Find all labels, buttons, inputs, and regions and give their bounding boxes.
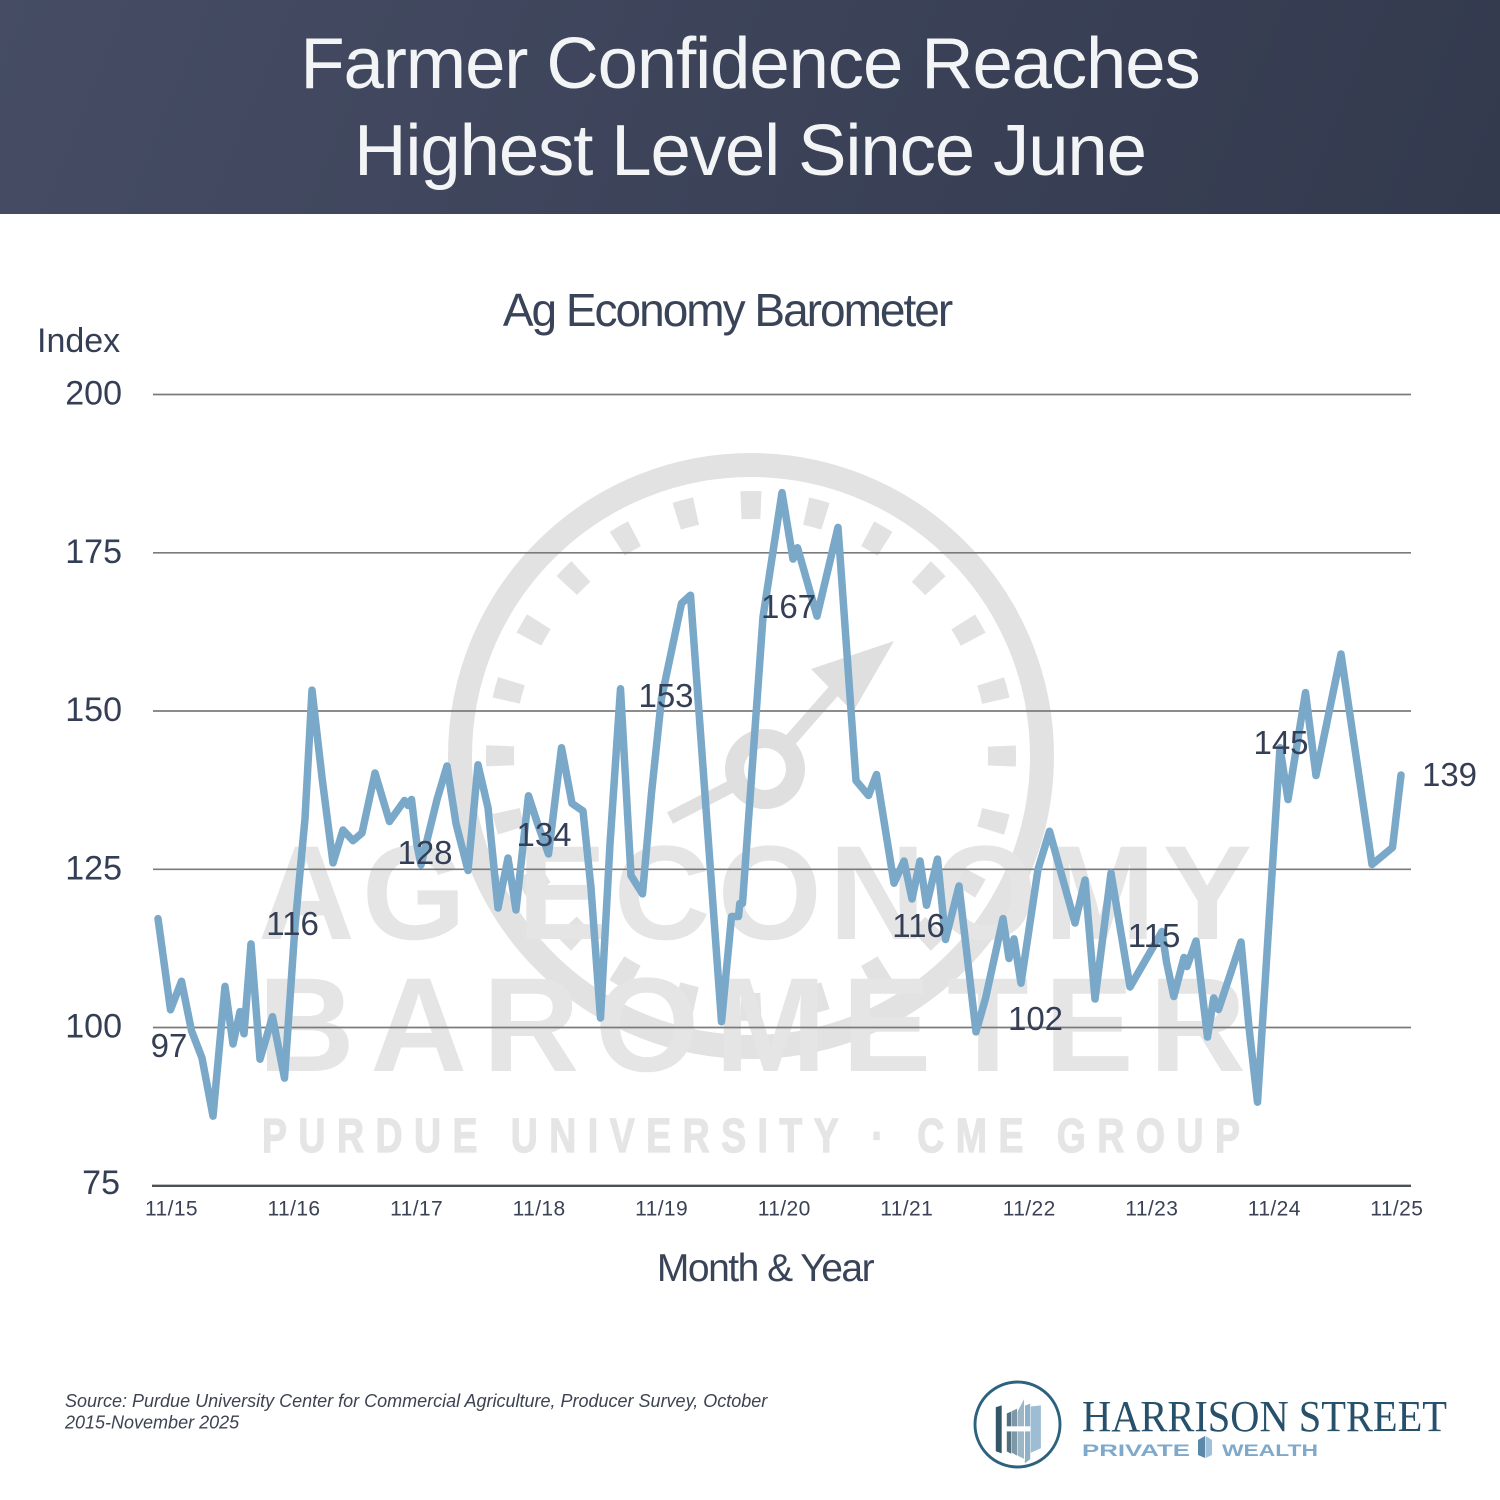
svg-text:WEALTH: WEALTH: [1222, 1441, 1318, 1460]
svg-text:128: 128: [397, 834, 452, 871]
svg-text:PRIVATE: PRIVATE: [1082, 1441, 1190, 1460]
svg-text:102: 102: [1008, 1000, 1063, 1037]
svg-text:11/25: 11/25: [1370, 1198, 1423, 1221]
svg-text:125: 125: [65, 849, 122, 887]
svg-text:11/17: 11/17: [390, 1198, 443, 1221]
svg-text:134: 134: [516, 816, 571, 853]
svg-text:115: 115: [1128, 917, 1181, 954]
svg-text:11/16: 11/16: [268, 1198, 321, 1221]
svg-text:2015-November 2025: 2015-November 2025: [64, 1413, 240, 1433]
svg-text:100: 100: [65, 1008, 122, 1046]
svg-text:167: 167: [761, 588, 816, 625]
svg-text:11/15: 11/15: [145, 1198, 198, 1221]
svg-text:153: 153: [638, 677, 693, 714]
svg-text:HARRISON STREET: HARRISON STREET: [1082, 1392, 1447, 1441]
svg-text:Source: Purdue University Cent: Source: Purdue University Center for Com…: [65, 1391, 768, 1411]
svg-text:11/21: 11/21: [880, 1198, 933, 1221]
svg-text:Month & Year: Month & Year: [657, 1247, 875, 1290]
svg-text:Ag Economy Barometer: Ag Economy Barometer: [503, 284, 953, 336]
svg-text:11/20: 11/20: [758, 1198, 811, 1221]
svg-text:Index: Index: [37, 322, 120, 360]
svg-text:139: 139: [1422, 756, 1477, 793]
svg-text:97: 97: [151, 1027, 188, 1064]
svg-text:11/19: 11/19: [635, 1198, 688, 1221]
svg-text:BAROMETER: BAROMETER: [258, 951, 1246, 1100]
svg-text:116: 116: [266, 905, 319, 942]
svg-text:175: 175: [65, 533, 122, 571]
svg-text:200: 200: [65, 375, 122, 413]
svg-text:145: 145: [1253, 724, 1308, 761]
svg-text:11/23: 11/23: [1125, 1198, 1178, 1221]
svg-text:11/24: 11/24: [1248, 1198, 1301, 1221]
svg-text:150: 150: [65, 691, 122, 729]
svg-text:75: 75: [82, 1164, 120, 1202]
svg-text:11/18: 11/18: [513, 1198, 566, 1221]
svg-text:PURDUE UNIVERSITY · CME GROUP: PURDUE UNIVERSITY · CME GROUP: [262, 1110, 1240, 1164]
svg-text:11/22: 11/22: [1003, 1198, 1056, 1221]
svg-text:116: 116: [892, 907, 945, 944]
